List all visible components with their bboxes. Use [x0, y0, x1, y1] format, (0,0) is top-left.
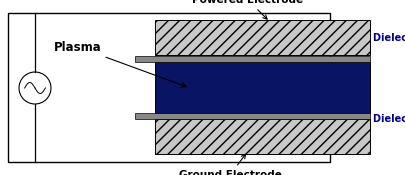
Bar	[135, 56, 369, 62]
Bar	[155, 62, 369, 113]
Bar	[155, 20, 369, 55]
Text: Dielectric Material: Dielectric Material	[372, 33, 405, 43]
Text: Plasma: Plasma	[54, 40, 186, 87]
Text: Ground Electrode: Ground Electrode	[178, 154, 281, 175]
Bar	[135, 113, 369, 119]
Bar	[155, 119, 369, 154]
Text: Dielectric Material: Dielectric Material	[372, 114, 405, 124]
Text: Powered Electrode: Powered Electrode	[192, 0, 303, 19]
Bar	[8, 13, 329, 162]
